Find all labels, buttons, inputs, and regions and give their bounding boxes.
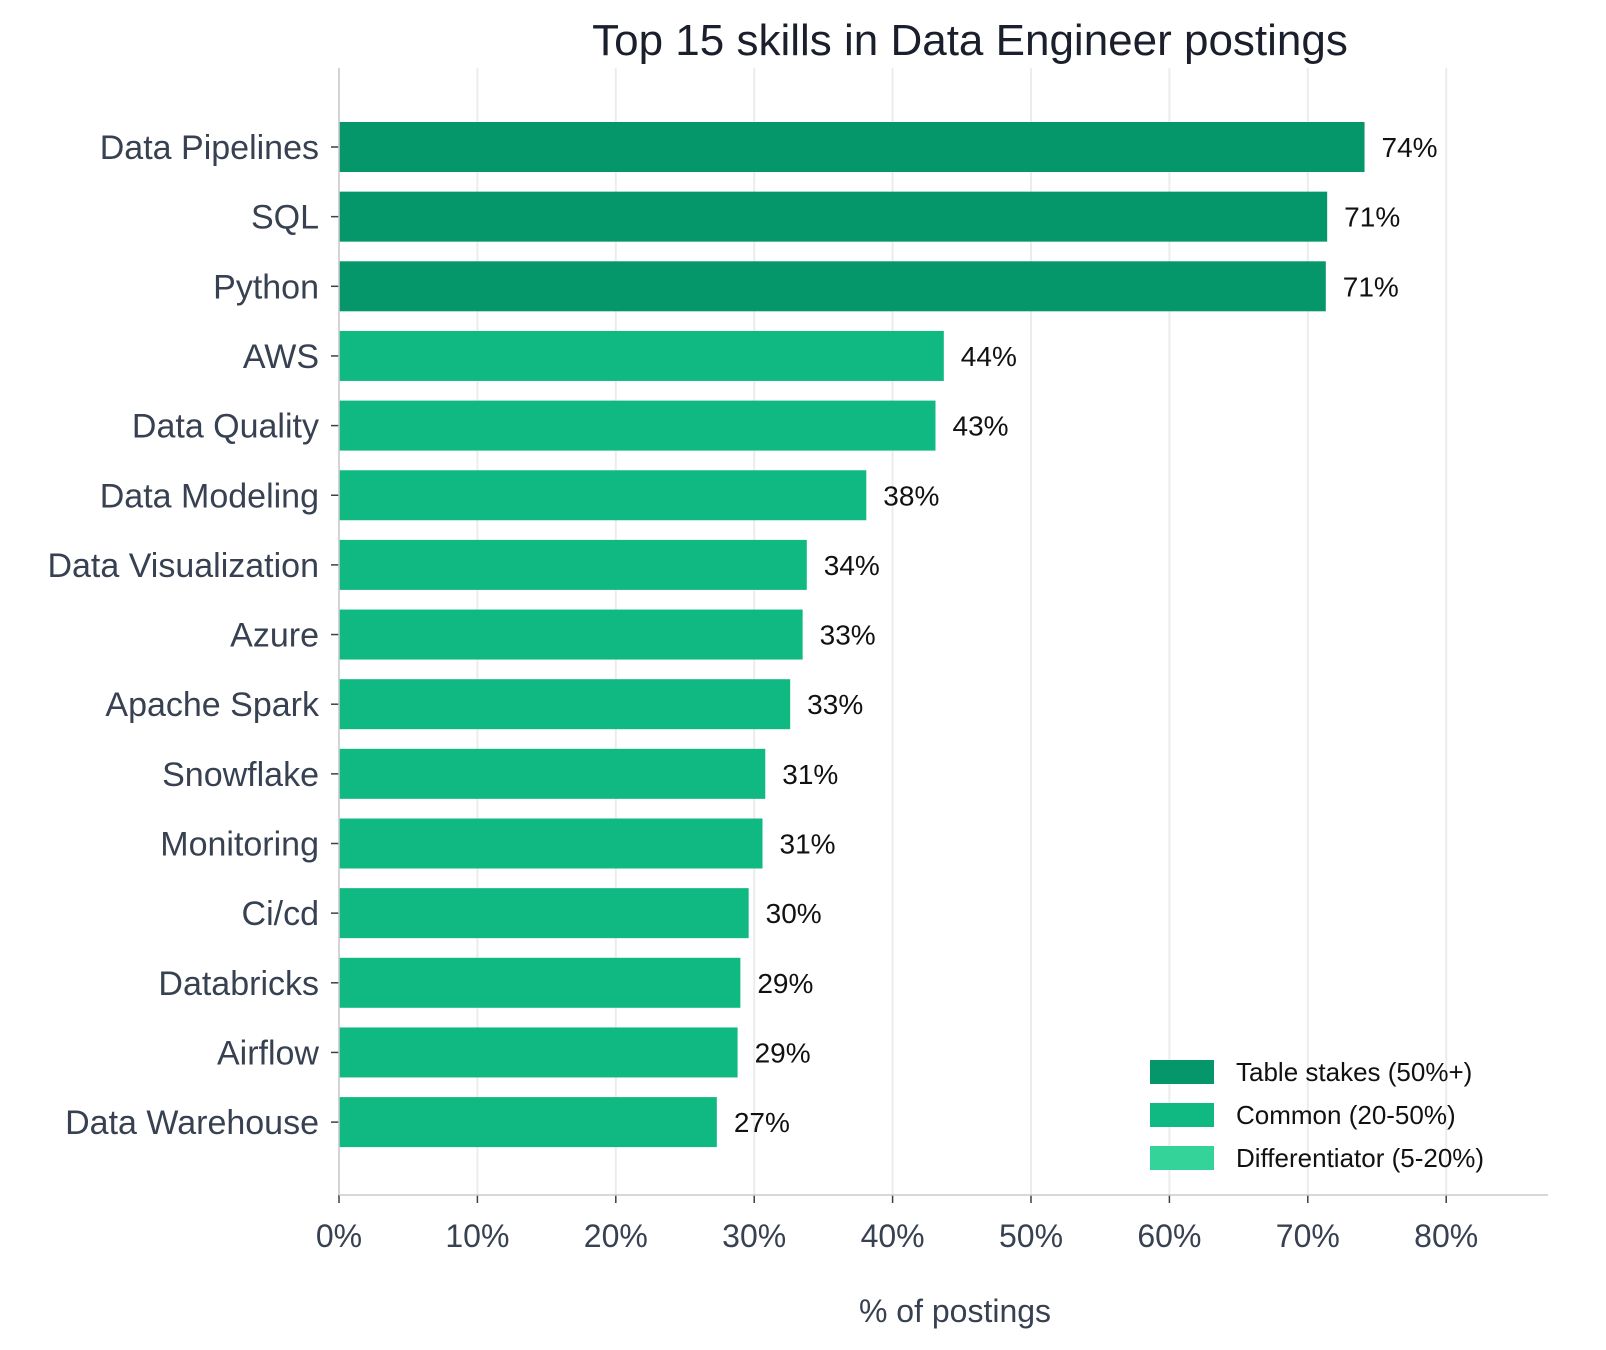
data-label-2: 71% <box>1343 271 1399 302</box>
category-label-7: Azure <box>230 617 319 655</box>
category-label-12: Databricks <box>158 965 319 1003</box>
category-label-0: Data Pipelines <box>100 129 319 167</box>
legend-label-table_stakes: Table stakes (50%+) <box>1236 1057 1472 1087</box>
bars <box>339 122 1365 1148</box>
category-label-8: Apache Spark <box>105 686 320 724</box>
bar-9 <box>339 748 766 799</box>
bar-12 <box>339 957 741 1008</box>
data-label-0: 74% <box>1382 132 1438 163</box>
data-label-10: 31% <box>780 829 836 860</box>
bar-8 <box>339 679 791 730</box>
category-label-4: Data Quality <box>132 408 319 446</box>
bar-14 <box>339 1097 717 1148</box>
x-tick-label-2: 20% <box>584 1218 648 1254</box>
x-tick-label-8: 80% <box>1414 1218 1478 1254</box>
x-tick-label-0: 0% <box>316 1218 362 1254</box>
x-tick-label-1: 10% <box>445 1218 509 1254</box>
x-axis-label: % of postings <box>859 1293 1051 1329</box>
bar-7 <box>339 609 803 660</box>
data-label-9: 31% <box>782 759 838 790</box>
bar-13 <box>339 1027 738 1078</box>
x-tick-label-6: 60% <box>1137 1218 1201 1254</box>
category-label-10: Monitoring <box>160 826 319 864</box>
category-label-6: Data Visualization <box>47 547 319 585</box>
grid-lines <box>338 68 1448 1195</box>
bar-4 <box>339 400 936 451</box>
category-label-14: Data Warehouse <box>65 1104 319 1142</box>
data-label-6: 34% <box>824 550 880 581</box>
category-label-9: Snowflake <box>162 756 319 794</box>
x-tick-label-4: 40% <box>861 1218 925 1254</box>
data-label-14: 27% <box>734 1107 790 1138</box>
x-tick-label-5: 50% <box>999 1218 1063 1254</box>
data-label-3: 44% <box>961 341 1017 372</box>
y-axis-categories: Data Pipelines SQL Python AWS Data Quality Da… <box>47 129 339 1142</box>
bar-5 <box>339 470 867 521</box>
data-label-7: 33% <box>820 620 876 651</box>
data-label-11: 30% <box>766 898 822 929</box>
x-tick-label-3: 30% <box>722 1218 786 1254</box>
bar-6 <box>339 539 807 590</box>
category-label-11: Ci/cd <box>242 895 319 933</box>
category-label-1: SQL <box>251 199 319 237</box>
legend: Table stakes (50%+) Common (20-50%) Differ… <box>1150 1057 1484 1173</box>
bar-3 <box>339 330 944 381</box>
category-label-2: Python <box>213 268 319 306</box>
data-label-12: 29% <box>757 968 813 999</box>
data-label-1: 71% <box>1344 202 1400 233</box>
chart-title: Top 15 skills in Data Engineer postings <box>592 16 1348 65</box>
legend-swatch-common <box>1150 1103 1214 1127</box>
bar-1 <box>339 191 1328 242</box>
data-label-8: 33% <box>807 689 863 720</box>
category-label-3: AWS <box>243 338 319 376</box>
data-label-13: 29% <box>755 1037 811 1068</box>
data-labels: 74% 71% 71% 44% 43% 38% 34% 33% 33% 31% 31% 30% 29% 2… <box>734 132 1438 1138</box>
category-label-13: Airflow <box>217 1034 319 1072</box>
data-label-5: 38% <box>883 480 939 511</box>
bar-10 <box>339 818 763 869</box>
bar-11 <box>339 888 749 939</box>
bar-0 <box>339 122 1365 172</box>
x-axis-ticks: 0% 10% 20% 30% 40% 50% 60% 70% 80% <box>316 1195 1478 1254</box>
legend-label-common: Common (20-50%) <box>1236 1100 1456 1130</box>
bar-2 <box>339 261 1326 312</box>
legend-swatch-table_stakes <box>1150 1060 1214 1084</box>
data-label-4: 43% <box>953 411 1009 442</box>
legend-swatch-differentiator <box>1150 1146 1214 1170</box>
legend-label-differentiator: Differentiator (5-20%) <box>1236 1143 1484 1173</box>
x-tick-label-7: 70% <box>1276 1218 1340 1254</box>
category-label-5: Data Modeling <box>100 477 319 515</box>
